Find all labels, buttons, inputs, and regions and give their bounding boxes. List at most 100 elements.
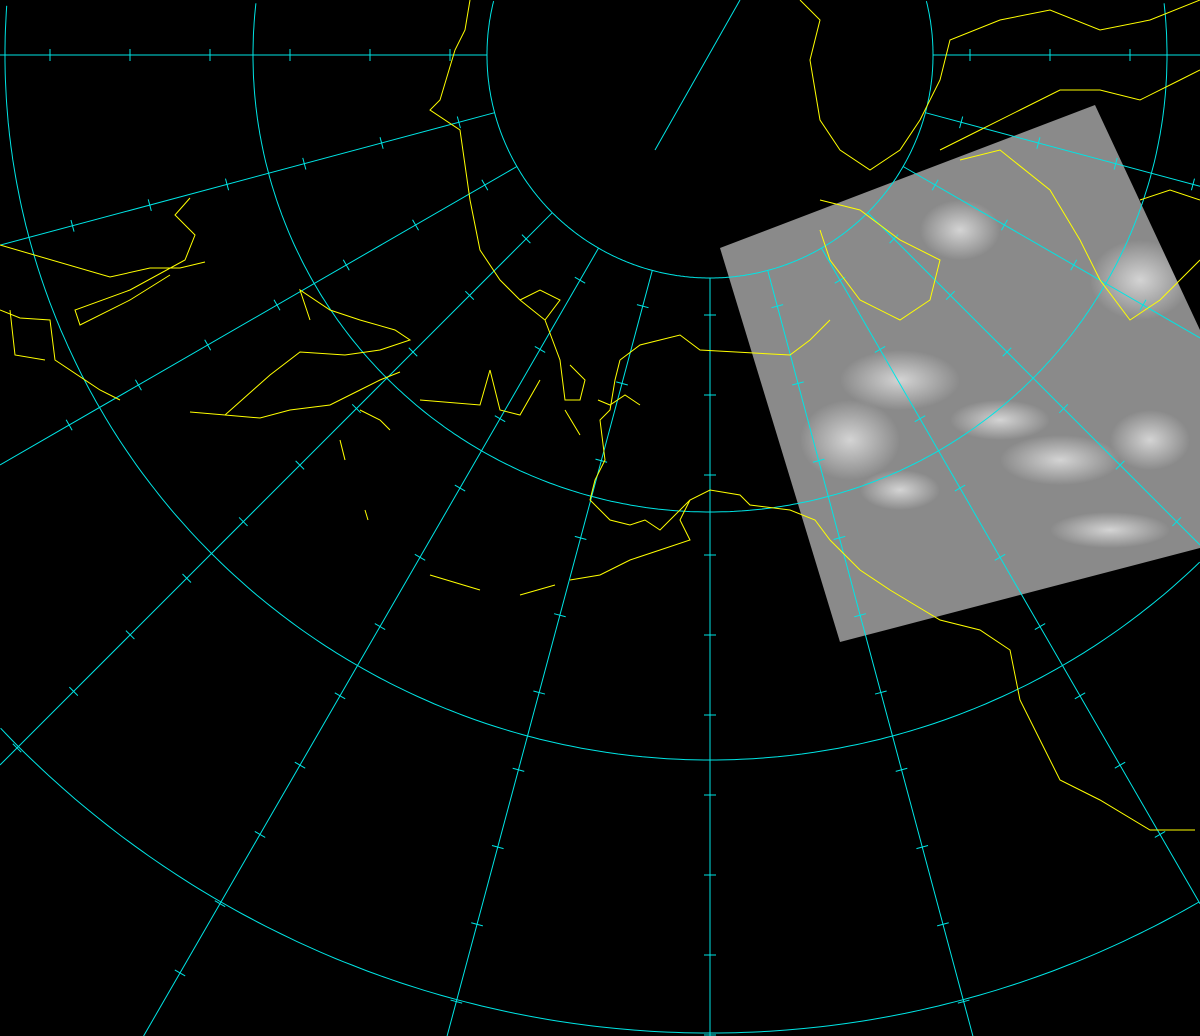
- tick-mark: [125, 630, 135, 640]
- tick-mark: [238, 517, 248, 527]
- coastline: [9, 309, 46, 361]
- tick-mark: [494, 415, 506, 423]
- meridian-line: [902, 166, 1200, 339]
- tick-mark: [636, 304, 649, 309]
- tick-mark: [534, 346, 546, 353]
- latitude-circle: [486, 0, 934, 279]
- tick-mark: [374, 623, 386, 631]
- tick-mark: [342, 259, 350, 271]
- coastline: [519, 289, 561, 321]
- coastline: [619, 319, 831, 361]
- coastline: [0, 309, 121, 401]
- coastline: [359, 409, 391, 431]
- cloud-area: [1000, 435, 1120, 485]
- coastline: [224, 371, 401, 419]
- tick-mark: [464, 290, 475, 301]
- tick-mark: [812, 458, 825, 463]
- tick-mark: [833, 535, 846, 540]
- tick-mark: [456, 116, 461, 129]
- tick-mark: [914, 415, 926, 423]
- meridian-line: [446, 270, 653, 1036]
- tick-mark: [771, 304, 784, 309]
- tick-mark: [854, 613, 867, 618]
- tick-mark: [574, 276, 586, 284]
- tick-mark: [521, 234, 531, 244]
- tick-mark: [12, 743, 22, 753]
- latitude-circle: [1163, 3, 1168, 55]
- tick-mark: [1172, 517, 1182, 527]
- tick-mark: [1058, 403, 1069, 414]
- tick-mark: [512, 767, 525, 772]
- coastline: [597, 394, 641, 406]
- tick-mark: [553, 613, 566, 618]
- meridian-line: [767, 270, 974, 1036]
- coastline: [429, 0, 586, 401]
- tick-mark: [1074, 692, 1086, 700]
- coastline: [429, 574, 481, 591]
- tick-mark: [994, 553, 1006, 561]
- tick-mark: [895, 767, 908, 772]
- coastline: [0, 244, 206, 278]
- coastline: [564, 409, 581, 436]
- tick-mark: [1190, 178, 1195, 191]
- tick-mark: [334, 692, 346, 700]
- tick-mark: [957, 999, 970, 1004]
- satellite-swath: [720, 105, 1200, 642]
- cloud-area: [1050, 512, 1170, 548]
- cloud-area: [860, 470, 940, 510]
- tick-mark: [1001, 219, 1008, 231]
- tick-mark: [214, 900, 226, 908]
- tick-mark: [379, 137, 384, 149]
- tick-mark: [225, 178, 230, 191]
- tick-mark: [595, 458, 608, 463]
- cloud-area: [920, 200, 1000, 260]
- coastline: [799, 0, 1200, 171]
- cloud-area: [840, 350, 960, 410]
- tick-mark: [616, 381, 628, 386]
- tick-mark: [408, 347, 418, 357]
- cloud-layer: [800, 200, 1190, 548]
- tick-mark: [874, 690, 887, 695]
- tick-mark: [937, 922, 949, 927]
- coastline: [959, 149, 1200, 321]
- coastline: [189, 288, 412, 416]
- tick-mark: [147, 199, 152, 212]
- tick-mark: [916, 845, 929, 850]
- tick-mark: [412, 219, 419, 231]
- meridian-line: [925, 112, 1200, 187]
- tick-mark: [414, 553, 426, 561]
- cloud-area: [800, 400, 900, 480]
- cloud-area: [1090, 240, 1190, 320]
- coastline: [1139, 189, 1200, 201]
- tick-mark: [174, 969, 186, 977]
- tick-mark: [182, 573, 192, 583]
- tick-mark: [351, 403, 362, 414]
- tick-mark: [1113, 157, 1118, 170]
- tick-mark: [1036, 137, 1041, 149]
- meridian-line: [0, 112, 495, 246]
- tick-mark: [959, 116, 964, 129]
- tick-mark: [69, 686, 79, 696]
- swath-area: [720, 105, 1200, 642]
- tick-mark: [204, 339, 212, 351]
- latitude-circle: [0, 727, 1200, 1034]
- cloud-area: [950, 400, 1050, 440]
- tick-mark: [533, 690, 546, 695]
- tick-mark: [65, 419, 73, 431]
- tick-mark: [792, 381, 804, 386]
- tick-mark: [471, 922, 483, 927]
- tick-mark: [295, 460, 305, 470]
- tick-mark: [481, 179, 489, 191]
- latitude-circle: [925, 0, 934, 55]
- tick-mark: [954, 484, 966, 492]
- tick-mark: [1139, 299, 1147, 311]
- tick-mark: [294, 761, 306, 769]
- latitude-circle: [4, 5, 1200, 761]
- coastline: [339, 439, 346, 461]
- tick-mark: [302, 157, 307, 170]
- tick-mark: [1070, 259, 1078, 271]
- coastline: [519, 584, 556, 596]
- tick-mark: [450, 999, 463, 1004]
- meridian-line: [867, 212, 1200, 546]
